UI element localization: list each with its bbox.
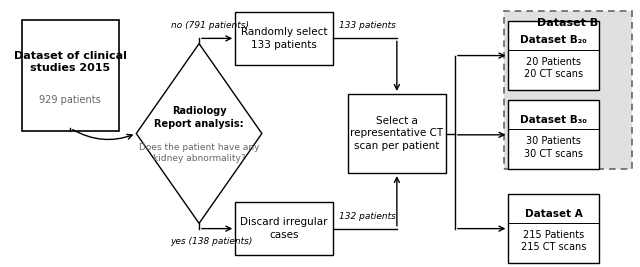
Text: Dataset A: Dataset A <box>525 209 582 218</box>
Text: 30 Patients
30 CT scans: 30 Patients 30 CT scans <box>524 136 583 159</box>
Text: 133 patients: 133 patients <box>339 21 396 30</box>
Text: Radiology
Report analysis:: Radiology Report analysis: <box>154 106 244 129</box>
Text: Randomly select
133 patients: Randomly select 133 patients <box>241 27 327 50</box>
Bar <box>22 20 119 131</box>
Text: Discard irregular
cases: Discard irregular cases <box>240 217 328 240</box>
Text: Dataset B: Dataset B <box>538 18 598 28</box>
Bar <box>235 12 333 65</box>
Text: no (791 patients): no (791 patients) <box>171 21 249 30</box>
Bar <box>348 94 445 173</box>
Text: Dataset B₃₀: Dataset B₃₀ <box>520 115 588 125</box>
Text: Select a
representative CT
scan per patient: Select a representative CT scan per pati… <box>350 116 444 151</box>
Bar <box>508 21 600 90</box>
Polygon shape <box>136 44 262 223</box>
FancyBboxPatch shape <box>504 11 632 169</box>
Bar <box>508 194 600 263</box>
Text: 929 patients: 929 patients <box>40 95 101 105</box>
Text: yes (138 patients): yes (138 patients) <box>170 237 253 246</box>
Text: Dataset of clinical
studies 2015: Dataset of clinical studies 2015 <box>14 51 127 73</box>
Text: 215 Patients
215 CT scans: 215 Patients 215 CT scans <box>521 230 586 252</box>
Text: Dataset B₂₀: Dataset B₂₀ <box>520 36 588 45</box>
Text: 20 Patients
20 CT scans: 20 Patients 20 CT scans <box>524 57 584 79</box>
Text: 132 patients: 132 patients <box>339 212 396 221</box>
Text: Does the patient have any
kidney abnormality?: Does the patient have any kidney abnorma… <box>139 143 259 163</box>
Bar <box>508 100 600 169</box>
Bar <box>235 202 333 255</box>
